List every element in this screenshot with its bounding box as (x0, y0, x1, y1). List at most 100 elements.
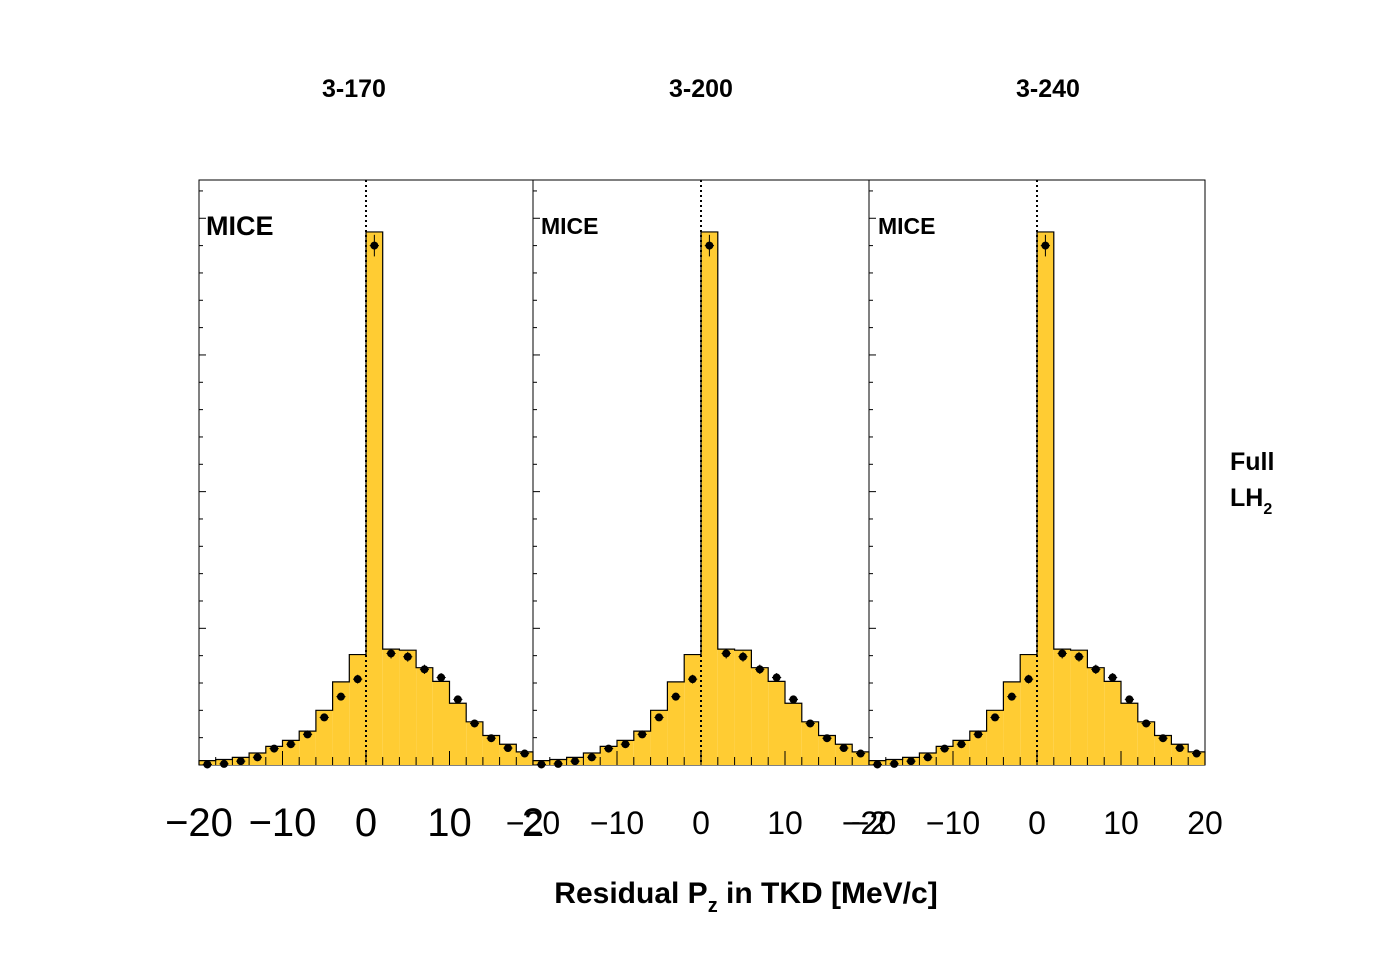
histogram-bar (936, 746, 953, 765)
data-point (1108, 673, 1117, 682)
data-point (1159, 734, 1167, 743)
side-label-full: Full (1230, 448, 1274, 476)
panel-title: 3-200 (669, 75, 733, 103)
data-point (621, 740, 630, 749)
data-point (957, 740, 966, 749)
data-point (705, 241, 714, 250)
data-point (688, 675, 697, 684)
data-point (203, 760, 212, 769)
histogram-bar (953, 740, 970, 765)
data-point (571, 757, 579, 766)
mice-label: MICE (878, 213, 936, 239)
data-point (1007, 692, 1016, 701)
panel-3-200: 3-200 MICE −20 −10 0 10 −2 (506, 75, 887, 841)
x-tick-label: −2 (851, 805, 887, 841)
data-point (1142, 719, 1151, 728)
data-point (336, 692, 345, 701)
histogram-bar (986, 710, 1004, 765)
data-point (890, 759, 899, 768)
data-point (270, 744, 279, 753)
histogram-bar (835, 744, 853, 765)
data-point (974, 730, 983, 739)
data-point (991, 713, 999, 722)
x-tick-label: −10 (926, 805, 980, 841)
data-point (655, 713, 663, 722)
histogram-bar (684, 654, 701, 765)
histogram-bar (466, 721, 483, 765)
histogram-bar (852, 751, 869, 765)
x-axis-title: Residual Pz in TKD [MeV/c] (554, 877, 937, 917)
histogram-bar (1154, 735, 1172, 765)
data-point (236, 757, 245, 766)
histogram-bar (1137, 721, 1155, 765)
histogram-bar (516, 751, 533, 765)
data-point (1125, 695, 1134, 704)
histogram-bar (785, 703, 802, 765)
data-point (487, 734, 496, 743)
data-point (907, 757, 915, 766)
histogram-bar (818, 735, 836, 765)
data-point (638, 730, 647, 739)
data-point (286, 740, 295, 749)
histogram-bar (482, 735, 500, 765)
data-point (520, 749, 529, 758)
histogram-bar (1003, 681, 1021, 765)
histogram-bar (1037, 231, 1054, 765)
histogram-bar (416, 667, 433, 765)
panel-title: 3-240 (1016, 75, 1080, 103)
x-tick-label: 10 (1103, 805, 1139, 841)
data-point (671, 692, 680, 701)
data-point (1091, 665, 1100, 674)
data-point (554, 759, 563, 768)
x-axis-title-rest: in TKD [MeV/c] (718, 877, 938, 910)
histogram-bar (1171, 744, 1189, 765)
histogram-bar (633, 731, 651, 765)
x-axis-title-main: Residual P (554, 877, 707, 910)
data-point (320, 713, 329, 722)
histogram-bar (734, 650, 752, 765)
data-point (420, 665, 429, 674)
histogram-bar (282, 740, 300, 765)
data-point (1175, 744, 1184, 753)
data-point (873, 760, 882, 769)
side-label-lh: LH (1230, 484, 1263, 512)
x-tick-label: −20 (842, 805, 896, 841)
histogram-bar (449, 703, 467, 765)
panel-3-170: 3-170 MICE −20 −10 0 10 2 (165, 75, 544, 845)
side-label-lh2: LH2 (1230, 484, 1272, 518)
data-point (453, 695, 462, 704)
histogram-bar (751, 667, 769, 765)
data-point (470, 719, 479, 728)
histogram-bar (1020, 654, 1037, 765)
histogram-bar (432, 681, 450, 765)
x-tick-label: −20 (165, 801, 233, 845)
x-tick-label: 0 (355, 801, 377, 845)
data-point (253, 753, 262, 762)
histogram-bar (1070, 650, 1088, 765)
x-tick-label: −10 (249, 801, 317, 845)
data-point (587, 753, 596, 762)
data-point (1024, 675, 1033, 684)
histogram-bar (1104, 681, 1121, 765)
histogram-bar (366, 231, 383, 765)
histogram-bar (499, 744, 517, 765)
side-label-subscript: 2 (1263, 501, 1272, 518)
data-point (739, 652, 747, 661)
data-point (940, 744, 949, 753)
data-point (1075, 652, 1083, 661)
histogram-bar (265, 746, 283, 765)
data-point (755, 665, 764, 674)
histogram-bar (315, 710, 333, 765)
x-tick-label: 10 (427, 801, 472, 845)
histogram-bar (617, 740, 634, 765)
histogram-bar (717, 649, 735, 765)
data-point (772, 673, 781, 682)
histogram-bar (650, 710, 668, 765)
histogram-bar (349, 654, 366, 765)
data-point (1041, 241, 1050, 250)
histogram-bar (399, 650, 417, 765)
histogram-bar (667, 681, 685, 765)
histogram-bar (801, 721, 819, 765)
panel-title: 3-170 (322, 75, 386, 103)
